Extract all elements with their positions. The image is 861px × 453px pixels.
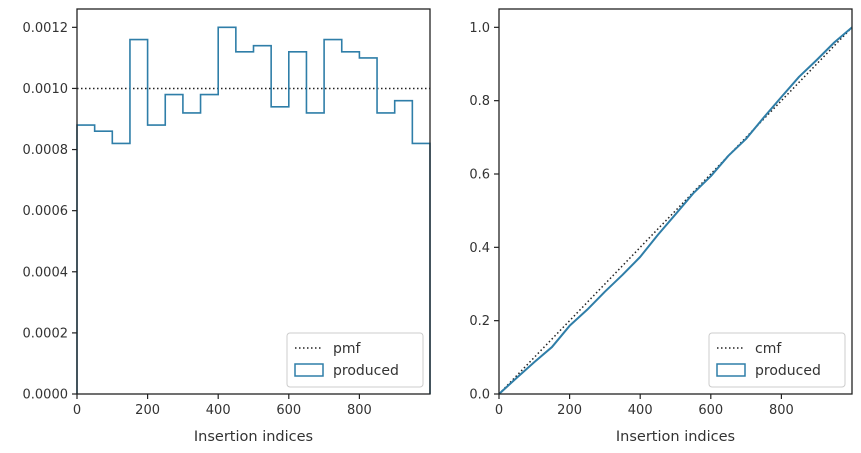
y-tick-label: 0.0002 bbox=[23, 326, 69, 341]
y-tick-label: 1.0 bbox=[469, 21, 490, 36]
y-tick-label: 0.0 bbox=[469, 388, 490, 403]
pmf-legend-box bbox=[286, 332, 424, 388]
cmf-x-ticks: 0 200 400 600 800 bbox=[495, 394, 794, 418]
x-tick-label: 200 bbox=[557, 403, 582, 418]
cmf-x-axis-label: Insertion indices bbox=[616, 429, 735, 445]
produced-legend-swatch bbox=[716, 363, 746, 377]
x-tick-label: 400 bbox=[206, 403, 231, 418]
x-tick-label: 400 bbox=[628, 403, 653, 418]
produced-histogram-series bbox=[76, 26, 431, 394]
cmf-legend-label: cmf bbox=[755, 341, 782, 357]
x-tick-label: 0 bbox=[73, 403, 81, 418]
pmf-x-axis-label: Insertion indices bbox=[194, 429, 313, 445]
y-tick-label: 0.0008 bbox=[23, 143, 69, 158]
x-tick-label: 600 bbox=[698, 403, 723, 418]
produced-step-line bbox=[76, 26, 431, 394]
produced-legend-swatch bbox=[294, 363, 324, 377]
pmf-x-ticks: 0 200 400 600 800 bbox=[73, 394, 372, 418]
x-tick-label: 800 bbox=[347, 403, 372, 418]
pmf-legend: pmf produced bbox=[286, 332, 424, 388]
cmf-panel: 0 200 400 600 800 0.0 0.2 0.4 0.6 0.8 1.0 Inserti… bbox=[469, 8, 853, 445]
cmf-y-ticks: 0.0 0.2 0.4 0.6 0.8 1.0 bbox=[469, 21, 499, 403]
produced-line bbox=[498, 26, 853, 395]
y-tick-label: 0.6 bbox=[469, 168, 490, 183]
cmf-legend: cmf produced bbox=[708, 332, 846, 388]
pmf-axes-frame bbox=[76, 8, 431, 395]
reference-line bbox=[498, 26, 853, 395]
cmf-axes-frame bbox=[498, 8, 853, 395]
axes-frame bbox=[76, 8, 431, 395]
cmf-legend-box bbox=[708, 332, 846, 388]
x-tick-label: 600 bbox=[276, 403, 301, 418]
produced-cumulative-series bbox=[498, 26, 853, 395]
y-tick-label: 0.0004 bbox=[23, 265, 69, 280]
y-tick-label: 0.8 bbox=[469, 94, 490, 109]
y-tick-label: 0.0006 bbox=[23, 204, 69, 219]
produced-legend-label: produced bbox=[333, 363, 399, 379]
produced-legend-label: produced bbox=[755, 363, 821, 379]
cmf-reference-line bbox=[498, 26, 853, 395]
y-tick-label: 0.0010 bbox=[23, 82, 69, 97]
pmf-panel: 0 200 400 600 800 0.00000.00020.00040.00060.… bbox=[23, 8, 431, 445]
y-tick-label: 0.2 bbox=[469, 314, 490, 329]
x-tick-label: 800 bbox=[769, 403, 794, 418]
pmf-y-ticks: 0.0000 0.0002 0.0004 0.0006 0.0008 0.0010 0.00… bbox=[23, 21, 77, 403]
y-tick-label: 0.0000 bbox=[23, 388, 69, 403]
axes-frame bbox=[498, 8, 853, 395]
x-tick-label: 200 bbox=[135, 403, 160, 418]
x-tick-label: 0 bbox=[495, 403, 503, 418]
y-tick-label: 0.4 bbox=[469, 241, 490, 256]
y-tick-label: 0.0012 bbox=[23, 21, 69, 36]
pmf-legend-label: pmf bbox=[333, 341, 362, 357]
